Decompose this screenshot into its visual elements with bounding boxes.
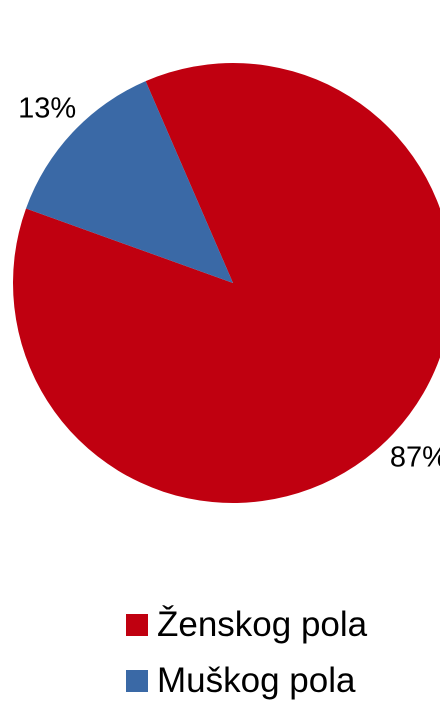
legend-label-muskog-pola: Muškog pola [157, 661, 356, 700]
legend-swatch-zenskog-pola [126, 614, 148, 636]
pie-data-labels: 87% 13% [18, 92, 440, 473]
data-label-muskog-pola: 13% [18, 92, 76, 124]
pie-slice-zenskog-pola [13, 63, 440, 503]
legend-item-muskog-pola: Muškog pola [126, 653, 367, 709]
legend-item-zenskog-pola: Ženskog pola [126, 597, 367, 653]
legend-label-zenskog-pola: Ženskog pola [157, 605, 368, 644]
data-label-zenskog-pola: 87% [390, 442, 440, 474]
pie-slice-muskog-pola [26, 81, 234, 283]
legend-swatch-muskog-pola [126, 670, 148, 692]
chart-legend: Ženskog pola Muškog pola [126, 597, 367, 709]
pie-slices [13, 63, 440, 503]
